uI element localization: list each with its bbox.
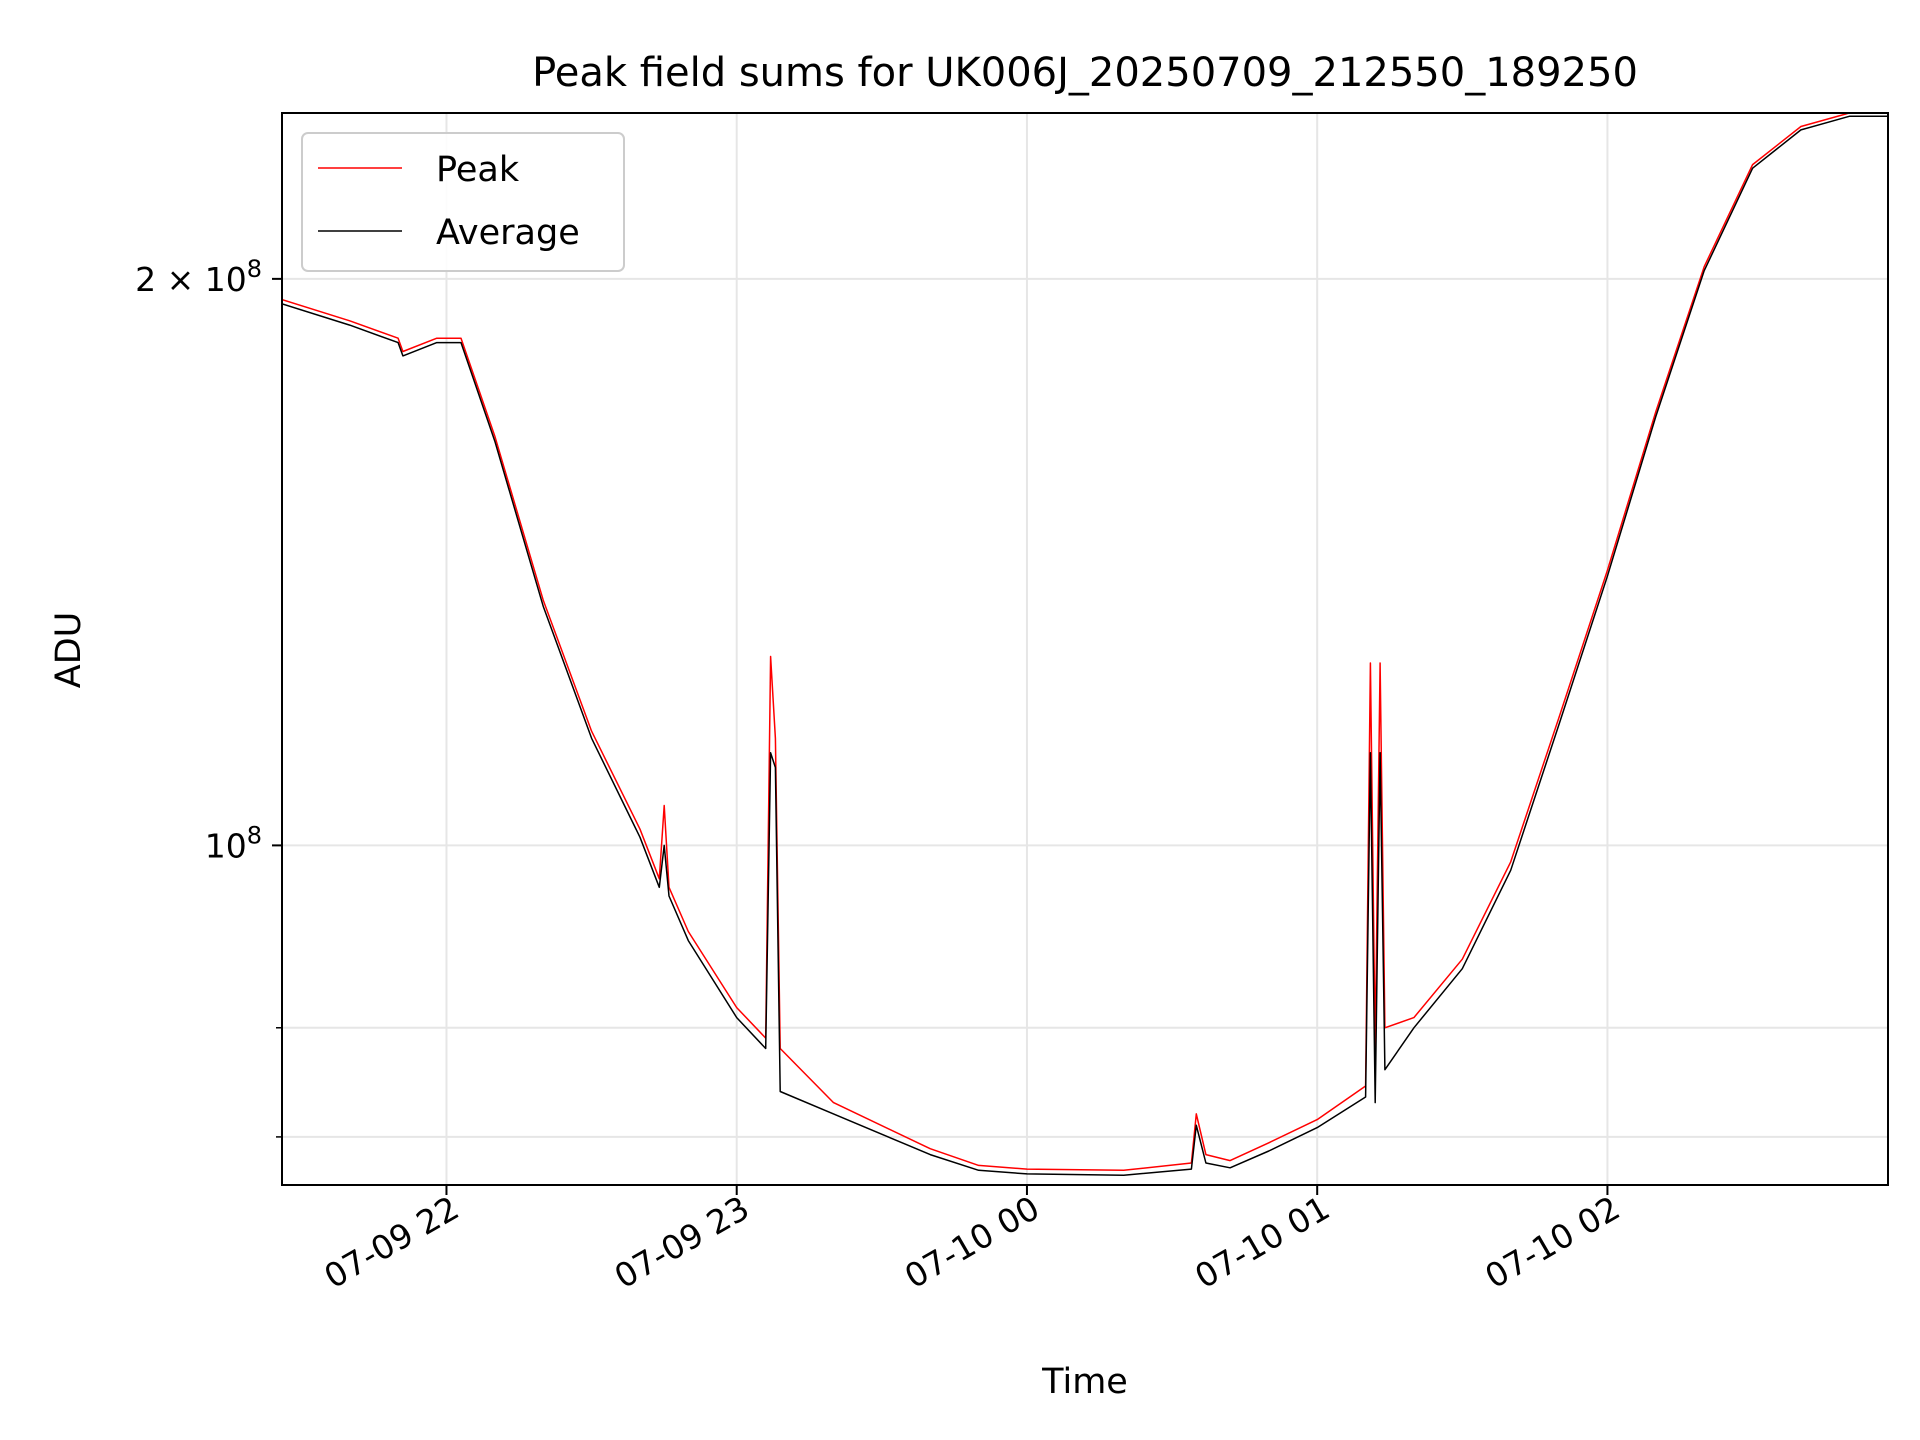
legend-label-peak: Peak [436, 150, 520, 190]
y-tick-label: 2 × 108 [135, 255, 262, 299]
axes-frame [281, 112, 1889, 1186]
x-axis-label: Time [1041, 1362, 1128, 1402]
x-tick-label: 07-09 23 [608, 1188, 756, 1296]
x-tick-label: 07-10 02 [1478, 1188, 1626, 1296]
x-tick-label: 07-10 00 [898, 1188, 1046, 1296]
chart-title: Peak field sums for UK006J_20250709_2125… [532, 50, 1638, 96]
x-tick-label: 07-10 01 [1188, 1188, 1336, 1296]
y-axis-label: ADU [49, 612, 89, 689]
legend: Peak Average [301, 132, 625, 272]
y-tick-label: 108 [205, 821, 262, 865]
series-line-peak [282, 113, 1888, 1172]
legend-label-average: Average [436, 213, 580, 253]
axis-ticks: 07-09 22 07-09 23 07-10 00 07-10 01 07-10 02… [135, 255, 1626, 1296]
grid-lines [282, 113, 1888, 1185]
series-line-average [282, 115, 1888, 1176]
x-tick-label: 07-09 22 [317, 1188, 465, 1296]
series-lines [282, 113, 1888, 1176]
